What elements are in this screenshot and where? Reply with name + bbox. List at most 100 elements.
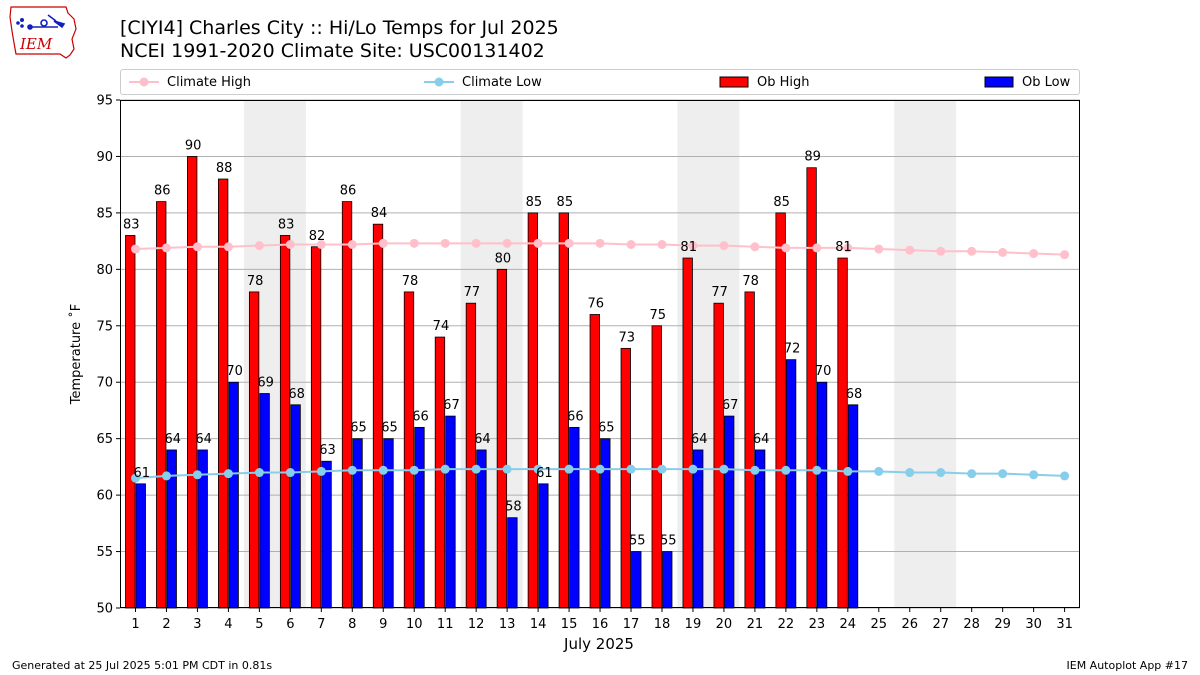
climate-high-point <box>595 238 605 248</box>
y-tick-label: 70 <box>96 376 113 391</box>
climate-high-point <box>161 243 171 253</box>
y-tick-label: 55 <box>96 545 113 560</box>
climate-low-point <box>161 471 171 481</box>
climate-low-point <box>781 465 791 475</box>
climate-low-point <box>936 468 946 478</box>
plot-frame <box>120 100 1080 608</box>
ob-high-bar <box>620 347 631 609</box>
climate-high-point <box>936 246 946 256</box>
x-tick-label: 17 <box>623 617 640 632</box>
climate-high-point <box>812 243 822 253</box>
ob-low-label: 72 <box>784 342 801 357</box>
x-tick-label: 29 <box>994 617 1011 632</box>
x-tick-label: 19 <box>685 617 702 632</box>
ob-high-label: 74 <box>433 319 450 334</box>
ob-low-label: 66 <box>412 409 429 424</box>
climate-high-point <box>471 238 481 248</box>
ob-high-label: 80 <box>495 251 512 266</box>
climate-low-line-marker-icon <box>424 77 454 87</box>
x-tick-label: 8 <box>348 617 356 632</box>
y-tick-label: 75 <box>96 319 113 334</box>
ob-low-label: 64 <box>691 432 708 447</box>
ob-high-bar <box>156 201 167 609</box>
ob-low-bar <box>724 415 735 609</box>
ob-low-bar <box>445 415 456 609</box>
legend-item-ob-low: Ob Low <box>984 70 1070 94</box>
x-tick-label: 20 <box>716 617 733 632</box>
ob-low-bar <box>507 517 518 609</box>
ob-low-label: 61 <box>133 466 150 481</box>
ob-low-label: 55 <box>629 534 646 549</box>
climate-high-point <box>719 241 729 251</box>
ob-high-bar <box>279 235 291 609</box>
ob-high-bar <box>248 291 260 609</box>
y-tick-label: 80 <box>96 263 113 278</box>
climate-high-point <box>1029 249 1039 259</box>
ob-high-bar <box>744 291 755 609</box>
ob-low-label: 67 <box>722 398 739 413</box>
ob-low-bar <box>135 483 146 609</box>
ob-high-label: 73 <box>618 330 635 345</box>
climate-low-point <box>657 464 667 474</box>
climate-low-point <box>595 464 605 474</box>
y-tick-label: 90 <box>96 150 113 165</box>
ob-high-label: 81 <box>680 240 697 255</box>
ob-high-label: 77 <box>711 285 728 300</box>
x-tick-label: 14 <box>530 617 547 632</box>
ob-high-bar <box>403 291 415 609</box>
ob-high-label: 85 <box>557 195 574 210</box>
x-tick-label: 27 <box>932 617 949 632</box>
ob-high-label: 78 <box>247 274 264 289</box>
x-tick-label: 25 <box>871 617 888 632</box>
climate-low-point <box>378 465 388 475</box>
ob-low-label: 58 <box>505 500 522 515</box>
ob-low-label: 63 <box>319 443 336 458</box>
climate-high-point <box>657 239 667 249</box>
ob-low-label: 61 <box>536 466 553 481</box>
climate-high-point <box>192 242 202 252</box>
climate-high-point <box>1060 250 1070 260</box>
y-tick-label: 65 <box>96 432 113 447</box>
ob-high-label: 77 <box>464 285 481 300</box>
ob-high-label: 75 <box>649 308 666 323</box>
ob-low-label: 65 <box>350 421 367 436</box>
x-tick-label: 7 <box>317 617 325 632</box>
y-tick-label: 50 <box>96 602 113 617</box>
climate-low-point <box>688 464 698 474</box>
chart-subtitle: NCEI 1991-2020 Climate Site: USC00131402 <box>120 40 545 62</box>
ob-high-label: 78 <box>402 274 419 289</box>
climate-high-point <box>285 239 295 249</box>
climate-low-point <box>719 464 729 474</box>
x-tick-label: 5 <box>255 617 263 632</box>
climate-low-point <box>1060 471 1070 481</box>
ob-low-bar <box>631 551 642 609</box>
ob-high-bar <box>837 257 848 609</box>
x-tick-label: 2 <box>162 617 170 632</box>
ob-low-label: 65 <box>381 421 398 436</box>
climate-low-point <box>440 464 450 474</box>
climate-high-point <box>626 239 636 249</box>
x-tick-label: 3 <box>193 617 201 632</box>
ob-low-bar <box>662 551 673 609</box>
climate-high-point <box>409 238 419 248</box>
ob-low-label: 68 <box>288 387 305 402</box>
ob-low-bar <box>228 381 239 609</box>
ob-low-bar <box>259 393 270 609</box>
ob-high-label: 78 <box>742 274 759 289</box>
climate-low-point <box>502 464 512 474</box>
climate-high-point <box>998 247 1008 257</box>
ob-low-label: 67 <box>443 398 460 413</box>
climate-high-point <box>564 238 574 248</box>
ob-high-bar <box>465 302 477 609</box>
climate-low-point <box>1029 470 1039 480</box>
ob-high-label: 85 <box>773 195 790 210</box>
climate-low-point <box>285 468 295 478</box>
ob-low-label: 70 <box>226 364 243 379</box>
climate-low-point <box>471 464 481 474</box>
y-tick-label: 85 <box>96 206 113 221</box>
climate-high-point <box>843 243 853 253</box>
climate-high-point <box>781 243 791 253</box>
ob-low-label: 64 <box>164 432 181 447</box>
x-tick-label: 26 <box>901 617 918 632</box>
